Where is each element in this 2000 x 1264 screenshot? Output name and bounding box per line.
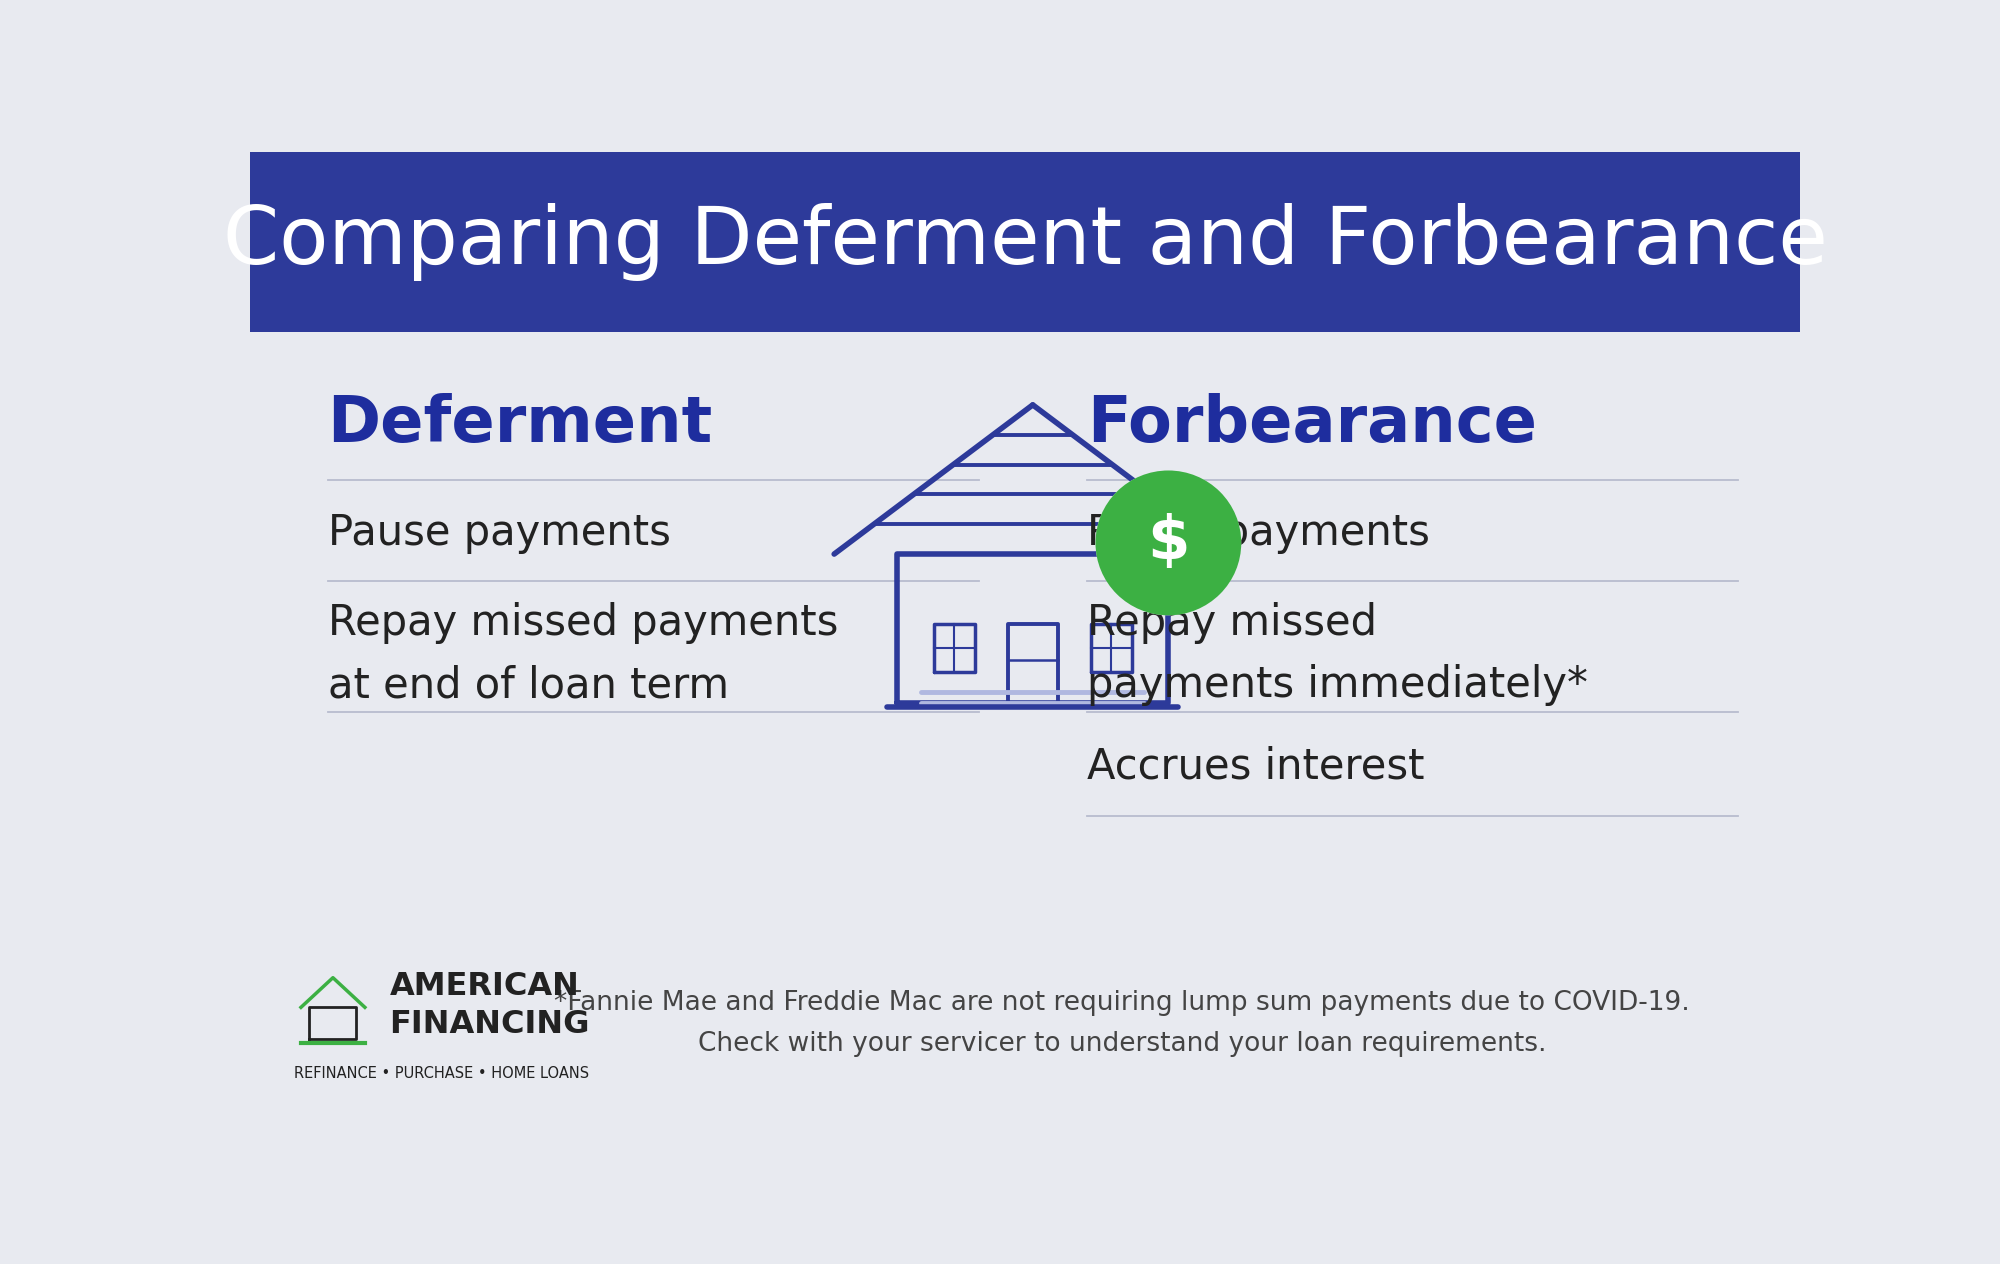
- Text: Accrues interest: Accrues interest: [1088, 744, 1424, 787]
- Text: Pause payments: Pause payments: [1088, 512, 1430, 555]
- Text: Deferment: Deferment: [328, 393, 712, 455]
- Text: *Fannie Mae and Freddie Mac are not requiring lump sum payments due to COVID-19.: *Fannie Mae and Freddie Mac are not requ…: [554, 990, 1690, 1016]
- Text: Repay missed payments
at end of loan term: Repay missed payments at end of loan ter…: [328, 603, 838, 707]
- Circle shape: [1098, 474, 1238, 612]
- Text: FINANCING: FINANCING: [390, 1010, 590, 1040]
- Circle shape: [1096, 470, 1242, 616]
- Text: $: $: [1148, 513, 1190, 573]
- Text: Pause payments: Pause payments: [328, 512, 670, 555]
- Text: Forbearance: Forbearance: [1088, 393, 1536, 455]
- FancyBboxPatch shape: [250, 152, 1800, 331]
- Text: Check with your servicer to understand your loan requirements.: Check with your servicer to understand y…: [698, 1031, 1546, 1057]
- Text: Repay missed
payments immediately*: Repay missed payments immediately*: [1088, 603, 1588, 707]
- Text: AMERICAN: AMERICAN: [390, 971, 580, 1002]
- Text: REFINANCE • PURCHASE • HOME LOANS: REFINANCE • PURCHASE • HOME LOANS: [294, 1066, 590, 1081]
- Text: Comparing Deferment and Forbearance: Comparing Deferment and Forbearance: [222, 202, 1828, 281]
